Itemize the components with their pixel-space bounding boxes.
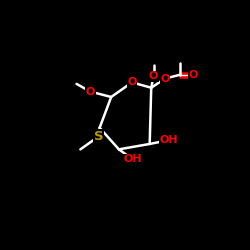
Text: OH: OH	[124, 154, 142, 164]
Text: O: O	[189, 70, 198, 80]
Text: S: S	[94, 130, 104, 143]
Text: O: O	[160, 74, 170, 84]
Text: O: O	[127, 77, 137, 87]
Text: O: O	[149, 71, 158, 81]
Text: OH: OH	[160, 135, 178, 145]
Text: O: O	[86, 86, 95, 97]
